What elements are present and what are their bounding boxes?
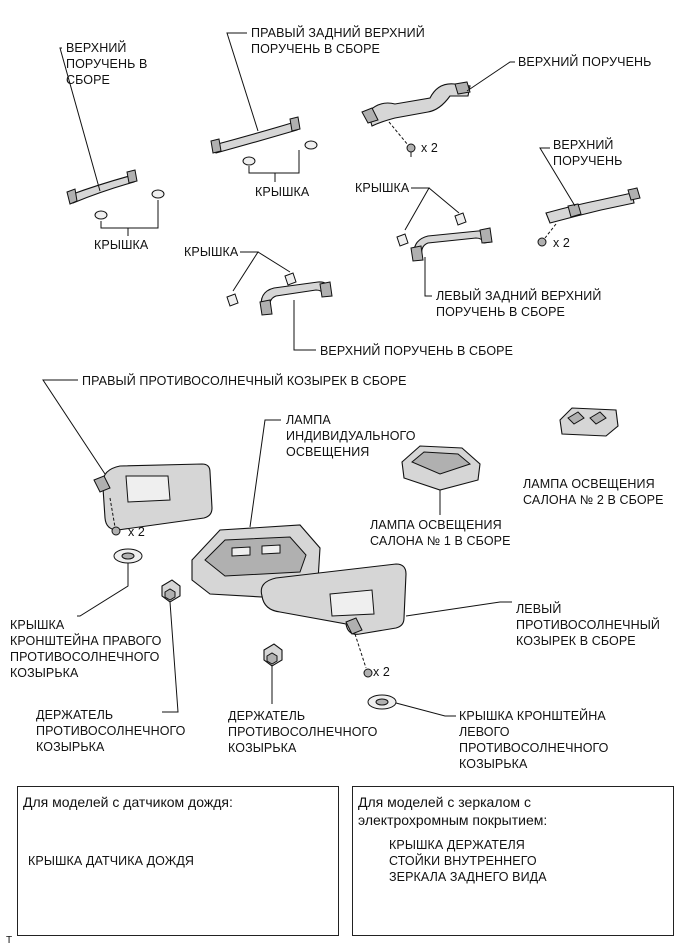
upper-grip-2-part <box>546 188 640 223</box>
room-lamp-2-part <box>560 408 618 436</box>
label-room-lamp-1: ЛАМПА ОСВЕЩЕНИЯ САЛОНА № 1 В СБОРЕ <box>370 518 511 548</box>
rain-sensor-box: Для моделей с датчиком дождя: <box>17 786 339 936</box>
label-x2-d: x 2 <box>373 665 390 679</box>
screw-icon <box>112 527 120 535</box>
label-rh-visor-bracket-cover: КРЫШКА КРОНШТЕЙНА ПРАВОГО ПРОТИВОСОЛНЕЧН… <box>10 618 162 680</box>
label-visor-holder-2: ДЕРЖАТЕЛЬ ПРОТИВОСОЛНЕЧНОГО КОЗЫРЬКА <box>228 709 378 755</box>
screw-icon <box>407 144 415 157</box>
lh-visor-bracket-cover-part <box>368 695 396 709</box>
label-lr-upper-grip-assy: ЛЕВЫЙ ЗАДНИЙ ВЕРХНИЙ ПОРУЧЕНЬ В СБОРЕ <box>436 289 602 319</box>
upper-grip-assy-2-part <box>227 273 332 315</box>
label-cap-1: КРЫШКА <box>94 238 149 252</box>
label-personal-lamp: ЛАМПА ИНДИВИДУАЛЬНОГО ОСВЕЩЕНИЯ <box>286 413 416 459</box>
screw-icon <box>538 238 546 246</box>
screw-icon <box>364 669 372 677</box>
corner-mark: T <box>6 935 13 946</box>
label-cap-3: КРЫШКА <box>355 181 410 195</box>
label-cap-2: КРЫШКА <box>255 185 310 199</box>
visor-holder-1-part <box>162 580 180 602</box>
label-rh-visor-assy: ПРАВЫЙ ПРОТИВОСОЛНЕЧНЫЙ КОЗЫРЕК В СБОРЕ <box>82 374 407 388</box>
label-rr-upper-grip-assy: ПРАВЫЙ ЗАДНИЙ ВЕРХНИЙ ПОРУЧЕНЬ В СБОРЕ <box>251 26 425 56</box>
rain-sensor-box-title: Для моделей с датчиком дождя: <box>23 794 233 810</box>
label-cap-4: КРЫШКА <box>184 245 239 259</box>
label-upper-grip-2: ВЕРХНИЙ ПОРУЧЕНЬ <box>553 138 623 168</box>
label-lh-visor-assy: ЛЕВЫЙ ПРОТИВОСОЛНЕЧНЫЙ КОЗЫРЕК В СБОРЕ <box>516 602 660 648</box>
mirror-box: Для моделей с зеркалом с электрохромным … <box>352 786 674 936</box>
label-upper-grip-1: ВЕРХНИЙ ПОРУЧЕНЬ <box>518 55 652 69</box>
label-upper-grip-assy: ВЕРХНИЙ ПОРУЧЕНЬ В СБОРЕ <box>66 41 148 87</box>
label-x2-b: x 2 <box>553 236 570 250</box>
label-visor-holder-1: ДЕРЖАТЕЛЬ ПРОТИВОСОЛНЕЧНОГО КОЗЫРЬКА <box>36 708 186 754</box>
rh-visor-bracket-cover-part <box>114 549 142 563</box>
rr-upper-grip-assy-part <box>211 117 317 165</box>
label-lh-visor-bracket-cover: КРЫШКА КРОНШТЕЙНА ЛЕВОГО ПРОТИВОСОЛНЕЧНО… <box>459 709 609 771</box>
lr-upper-grip-assy-part <box>397 213 492 261</box>
label-room-lamp-2: ЛАМПА ОСВЕЩЕНИЯ САЛОНА № 2 В СБОРЕ <box>523 477 664 507</box>
label-x2-c: x 2 <box>128 525 145 539</box>
upper-grip-assy-part <box>67 170 137 204</box>
label-x2-a: x 2 <box>421 141 438 155</box>
upper-grip-part <box>362 82 470 126</box>
rh-visor-assy-part <box>94 464 212 530</box>
label-rain-sensor-cover: КРЫШКА ДАТЧИКА ДОЖДЯ <box>28 854 195 868</box>
label-mirror-stay-cover: КРЫШКА ДЕРЖАТЕЛЯ СТОЙКИ ВНУТРЕННЕГО ЗЕРК… <box>389 838 547 884</box>
room-lamp-1-part <box>402 446 480 490</box>
mirror-box-title: Для моделей с зеркалом с электрохромным … <box>358 794 548 828</box>
cap-part <box>95 190 164 219</box>
label-upper-grip-assy-2: ВЕРХНИЙ ПОРУЧЕНЬ В СБОРЕ <box>320 344 514 358</box>
lh-visor-assy-part <box>261 564 406 634</box>
visor-holder-2-part <box>264 644 282 666</box>
